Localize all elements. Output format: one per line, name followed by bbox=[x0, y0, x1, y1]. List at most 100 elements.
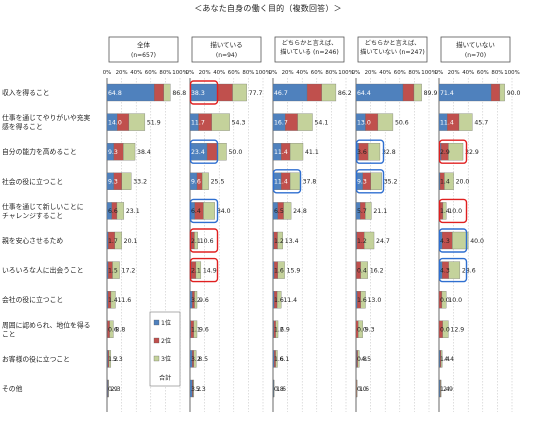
total-value-label: 20.1 bbox=[124, 238, 138, 245]
bar-segment-rank3 bbox=[275, 350, 278, 368]
highlight-box-red bbox=[438, 139, 468, 164]
category-label: 社会の役に立つこと bbox=[2, 177, 63, 186]
rank1-value-label: 2.1 bbox=[191, 267, 201, 274]
bar-segment-rank3 bbox=[370, 172, 382, 190]
rank1-value-label: 9.6 bbox=[191, 179, 201, 186]
total-value-label: 28.6 bbox=[462, 267, 476, 274]
bar-segment-rank3 bbox=[448, 143, 464, 161]
total-value-label: 37.8 bbox=[303, 179, 317, 186]
total-value-label: 8.5 bbox=[198, 356, 208, 363]
rank1-value-label: 2.9 bbox=[440, 149, 450, 156]
bar-segment-rank3 bbox=[499, 83, 505, 102]
panel-header-box bbox=[440, 36, 511, 63]
rank1-value-label: 0.0 bbox=[357, 386, 367, 393]
x-tick-label: 60% bbox=[394, 70, 406, 76]
rank1-value-label: 5.7 bbox=[357, 208, 367, 215]
bar-segment-rank3 bbox=[195, 261, 202, 279]
rank1-value-label: 0.8 bbox=[357, 356, 367, 363]
panel-header-box bbox=[274, 36, 345, 63]
bar-segment-rank3 bbox=[321, 83, 337, 102]
total-value-label: 11.6 bbox=[117, 297, 131, 304]
x-tick-label: 20% bbox=[199, 70, 211, 76]
bar-segment-rank3 bbox=[358, 320, 363, 338]
total-value-label: 10.0 bbox=[448, 208, 462, 215]
bar-segment-rank3 bbox=[440, 379, 442, 398]
total-value-label: 32.8 bbox=[382, 149, 396, 156]
rank1-value-label: 71.4 bbox=[440, 90, 454, 97]
rank1-value-label: 0.0 bbox=[357, 327, 367, 334]
bar-segment-rank3 bbox=[458, 113, 473, 131]
legend-swatch bbox=[153, 355, 160, 362]
bar-segment-rank3 bbox=[367, 143, 381, 161]
bar-segment-rank3 bbox=[193, 320, 198, 338]
panel-header-box bbox=[191, 36, 262, 63]
rank1-value-label: 3.2 bbox=[191, 297, 201, 304]
bar-segment-rank2 bbox=[402, 83, 415, 102]
total-value-label: 2.3 bbox=[111, 386, 121, 393]
rank1-value-label: 0.0 bbox=[440, 297, 450, 304]
bar-segment-rank3 bbox=[360, 261, 368, 279]
panel-name: 描いていない bbox=[456, 40, 495, 49]
bar-segment-rank3 bbox=[356, 379, 358, 398]
rank1-value-label: 1.4 bbox=[440, 208, 450, 215]
x-tick-label: 100% bbox=[338, 70, 353, 76]
bar-segment-rank3 bbox=[442, 320, 449, 338]
x-tick-label: 60% bbox=[477, 70, 489, 76]
legend-total-label: 合計 bbox=[159, 374, 171, 382]
total-value-label: 86.2 bbox=[338, 90, 352, 97]
bar-segment-rank3 bbox=[194, 231, 198, 250]
rank1-value-label: 9.3 bbox=[108, 179, 118, 186]
category-label: お客様の役に立つこと bbox=[2, 354, 70, 363]
bar-segment-rank3 bbox=[440, 350, 443, 368]
panel-name: どちらかと言えば、 bbox=[365, 39, 421, 47]
bar-segment-rank3 bbox=[360, 291, 366, 309]
total-value-label: 40.0 bbox=[470, 238, 484, 245]
category-label: いろいろな人に出会うこと bbox=[2, 266, 84, 275]
rank1-value-label: 3.2 bbox=[191, 386, 201, 393]
x-tick-label: 80% bbox=[491, 70, 503, 76]
rank1-value-label: 16.7 bbox=[274, 119, 288, 126]
panel-header-box bbox=[357, 36, 428, 63]
x-tick-label: 100% bbox=[255, 70, 270, 76]
bar-segment-rank3 bbox=[112, 261, 120, 279]
bar-segment-rank3 bbox=[283, 202, 292, 220]
bar-segment-rank3 bbox=[203, 202, 215, 220]
legend-label: 1位 bbox=[161, 319, 171, 327]
total-value-label: 11.4 bbox=[283, 297, 297, 304]
rank1-value-label: 64.8 bbox=[108, 90, 122, 97]
x-tick-label: 40% bbox=[130, 70, 142, 76]
highlight-box-blue bbox=[189, 198, 219, 224]
bar-segment-rank3 bbox=[163, 83, 171, 102]
rank1-value-label: 1.2 bbox=[274, 238, 284, 245]
total-value-label: 20.0 bbox=[456, 179, 470, 186]
total-value-label: 89.9 bbox=[424, 90, 438, 97]
rank1-value-label: 1.2 bbox=[357, 238, 367, 245]
category-label: 親を安心させるため bbox=[2, 236, 63, 245]
rank1-value-label: 1.4 bbox=[108, 297, 118, 304]
bar-segment-rank2 bbox=[217, 83, 233, 102]
bar-segment-rank3 bbox=[114, 231, 122, 250]
x-tick-label: 80% bbox=[408, 70, 420, 76]
panel-header-box bbox=[108, 36, 179, 63]
bar-segment-rank3 bbox=[297, 113, 313, 131]
total-value-label: 38.4 bbox=[137, 149, 151, 156]
bar-segment-rank3 bbox=[289, 143, 304, 161]
x-tick-label: 0% bbox=[269, 70, 278, 76]
total-value-label: 13.4 bbox=[285, 238, 299, 245]
bar-segment-rank3 bbox=[444, 172, 454, 190]
bar-segment-rank3 bbox=[192, 379, 195, 398]
category-label: 自分の能力を高めること bbox=[2, 147, 77, 156]
bar-segment-rank3 bbox=[128, 113, 146, 131]
bar-segment-rank3 bbox=[365, 202, 372, 220]
total-value-label: 33.2 bbox=[133, 179, 147, 186]
total-value-label: 15.9 bbox=[287, 267, 301, 274]
highlight-box-red bbox=[189, 228, 219, 253]
rank1-value-label: 11.4 bbox=[274, 179, 288, 186]
category-label: 仕事を通じてやりがいや充実感を得ること bbox=[2, 113, 91, 131]
total-value-label: 35.2 bbox=[384, 179, 398, 186]
rank1-value-label: 0.0 bbox=[440, 327, 450, 334]
rank1-value-label: 6.4 bbox=[191, 208, 201, 215]
total-value-label: 10.6 bbox=[200, 238, 214, 245]
bar-segment-rank3 bbox=[413, 83, 422, 102]
